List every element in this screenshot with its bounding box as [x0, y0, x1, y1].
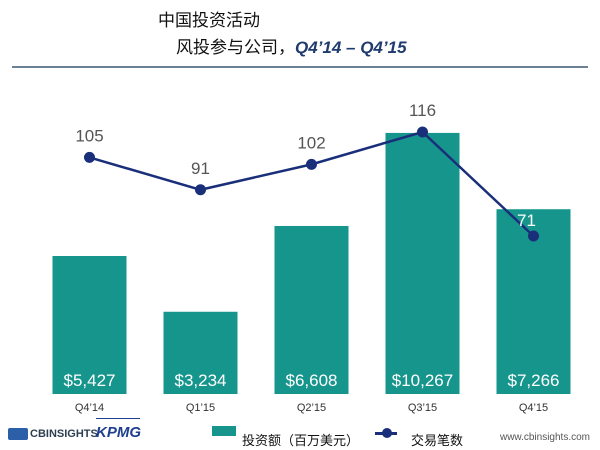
cbinsights-logo: CBINSIGHTS: [8, 428, 98, 440]
bar-value-label: $7,266: [508, 371, 560, 390]
bar-value-label: $10,267: [392, 371, 453, 390]
legend-bar-swatch: [212, 425, 236, 436]
deals-point: [528, 230, 539, 242]
bar-value-label: $6,608: [286, 371, 338, 390]
deals-value-label: 102: [297, 133, 325, 152]
kpmg-logo: KPMG: [96, 418, 141, 441]
website-url: www.cbinsights.com: [499, 432, 590, 443]
bar: [274, 225, 349, 394]
deals-value-label: 116: [409, 101, 436, 120]
x-tick-label: Q4’14: [75, 402, 104, 414]
bar-value-label: $3,234: [175, 371, 227, 390]
bar: [52, 255, 127, 394]
chart-subtitle: 风投参与公司，Q4’14 – Q4’15: [176, 33, 407, 58]
deals-point: [306, 158, 317, 170]
x-tick-label: Q4’15: [519, 402, 548, 414]
deals-point: [84, 151, 95, 163]
chart-title: 中国投资活动: [158, 11, 260, 31]
x-tick-label: Q3’15: [408, 402, 437, 414]
x-tick-label: Q2’15: [297, 402, 326, 414]
legend-line-label: 交易笔数: [411, 434, 464, 449]
deals-value-label: 71: [517, 211, 536, 230]
bar: [163, 311, 238, 394]
cbinsights-logo-icon: [8, 428, 28, 440]
subtitle-range: Q4’14 – Q4’15: [295, 38, 407, 57]
deals-point: [417, 126, 428, 138]
bar-value-label: $5,427: [64, 371, 116, 390]
investment-chart: $5,427 Q4’14 $3,234 Q1’15 $6,608 Q2’15 $10,267…: [52, 101, 571, 414]
x-tick-label: Q1’15: [186, 402, 215, 414]
title-divider: [12, 66, 588, 68]
subtitle-prefix: 风投参与公司，: [176, 38, 295, 58]
legend: 投资额（百万美元） 交易笔数: [212, 425, 464, 449]
legend-bar-label: 投资额（百万美元）: [242, 434, 360, 449]
deals-value-label: 91: [191, 159, 210, 178]
deals-value-label: 105: [75, 126, 103, 145]
deals-point: [195, 184, 206, 196]
bar: [385, 132, 460, 394]
legend-line-swatch: [375, 428, 398, 438]
